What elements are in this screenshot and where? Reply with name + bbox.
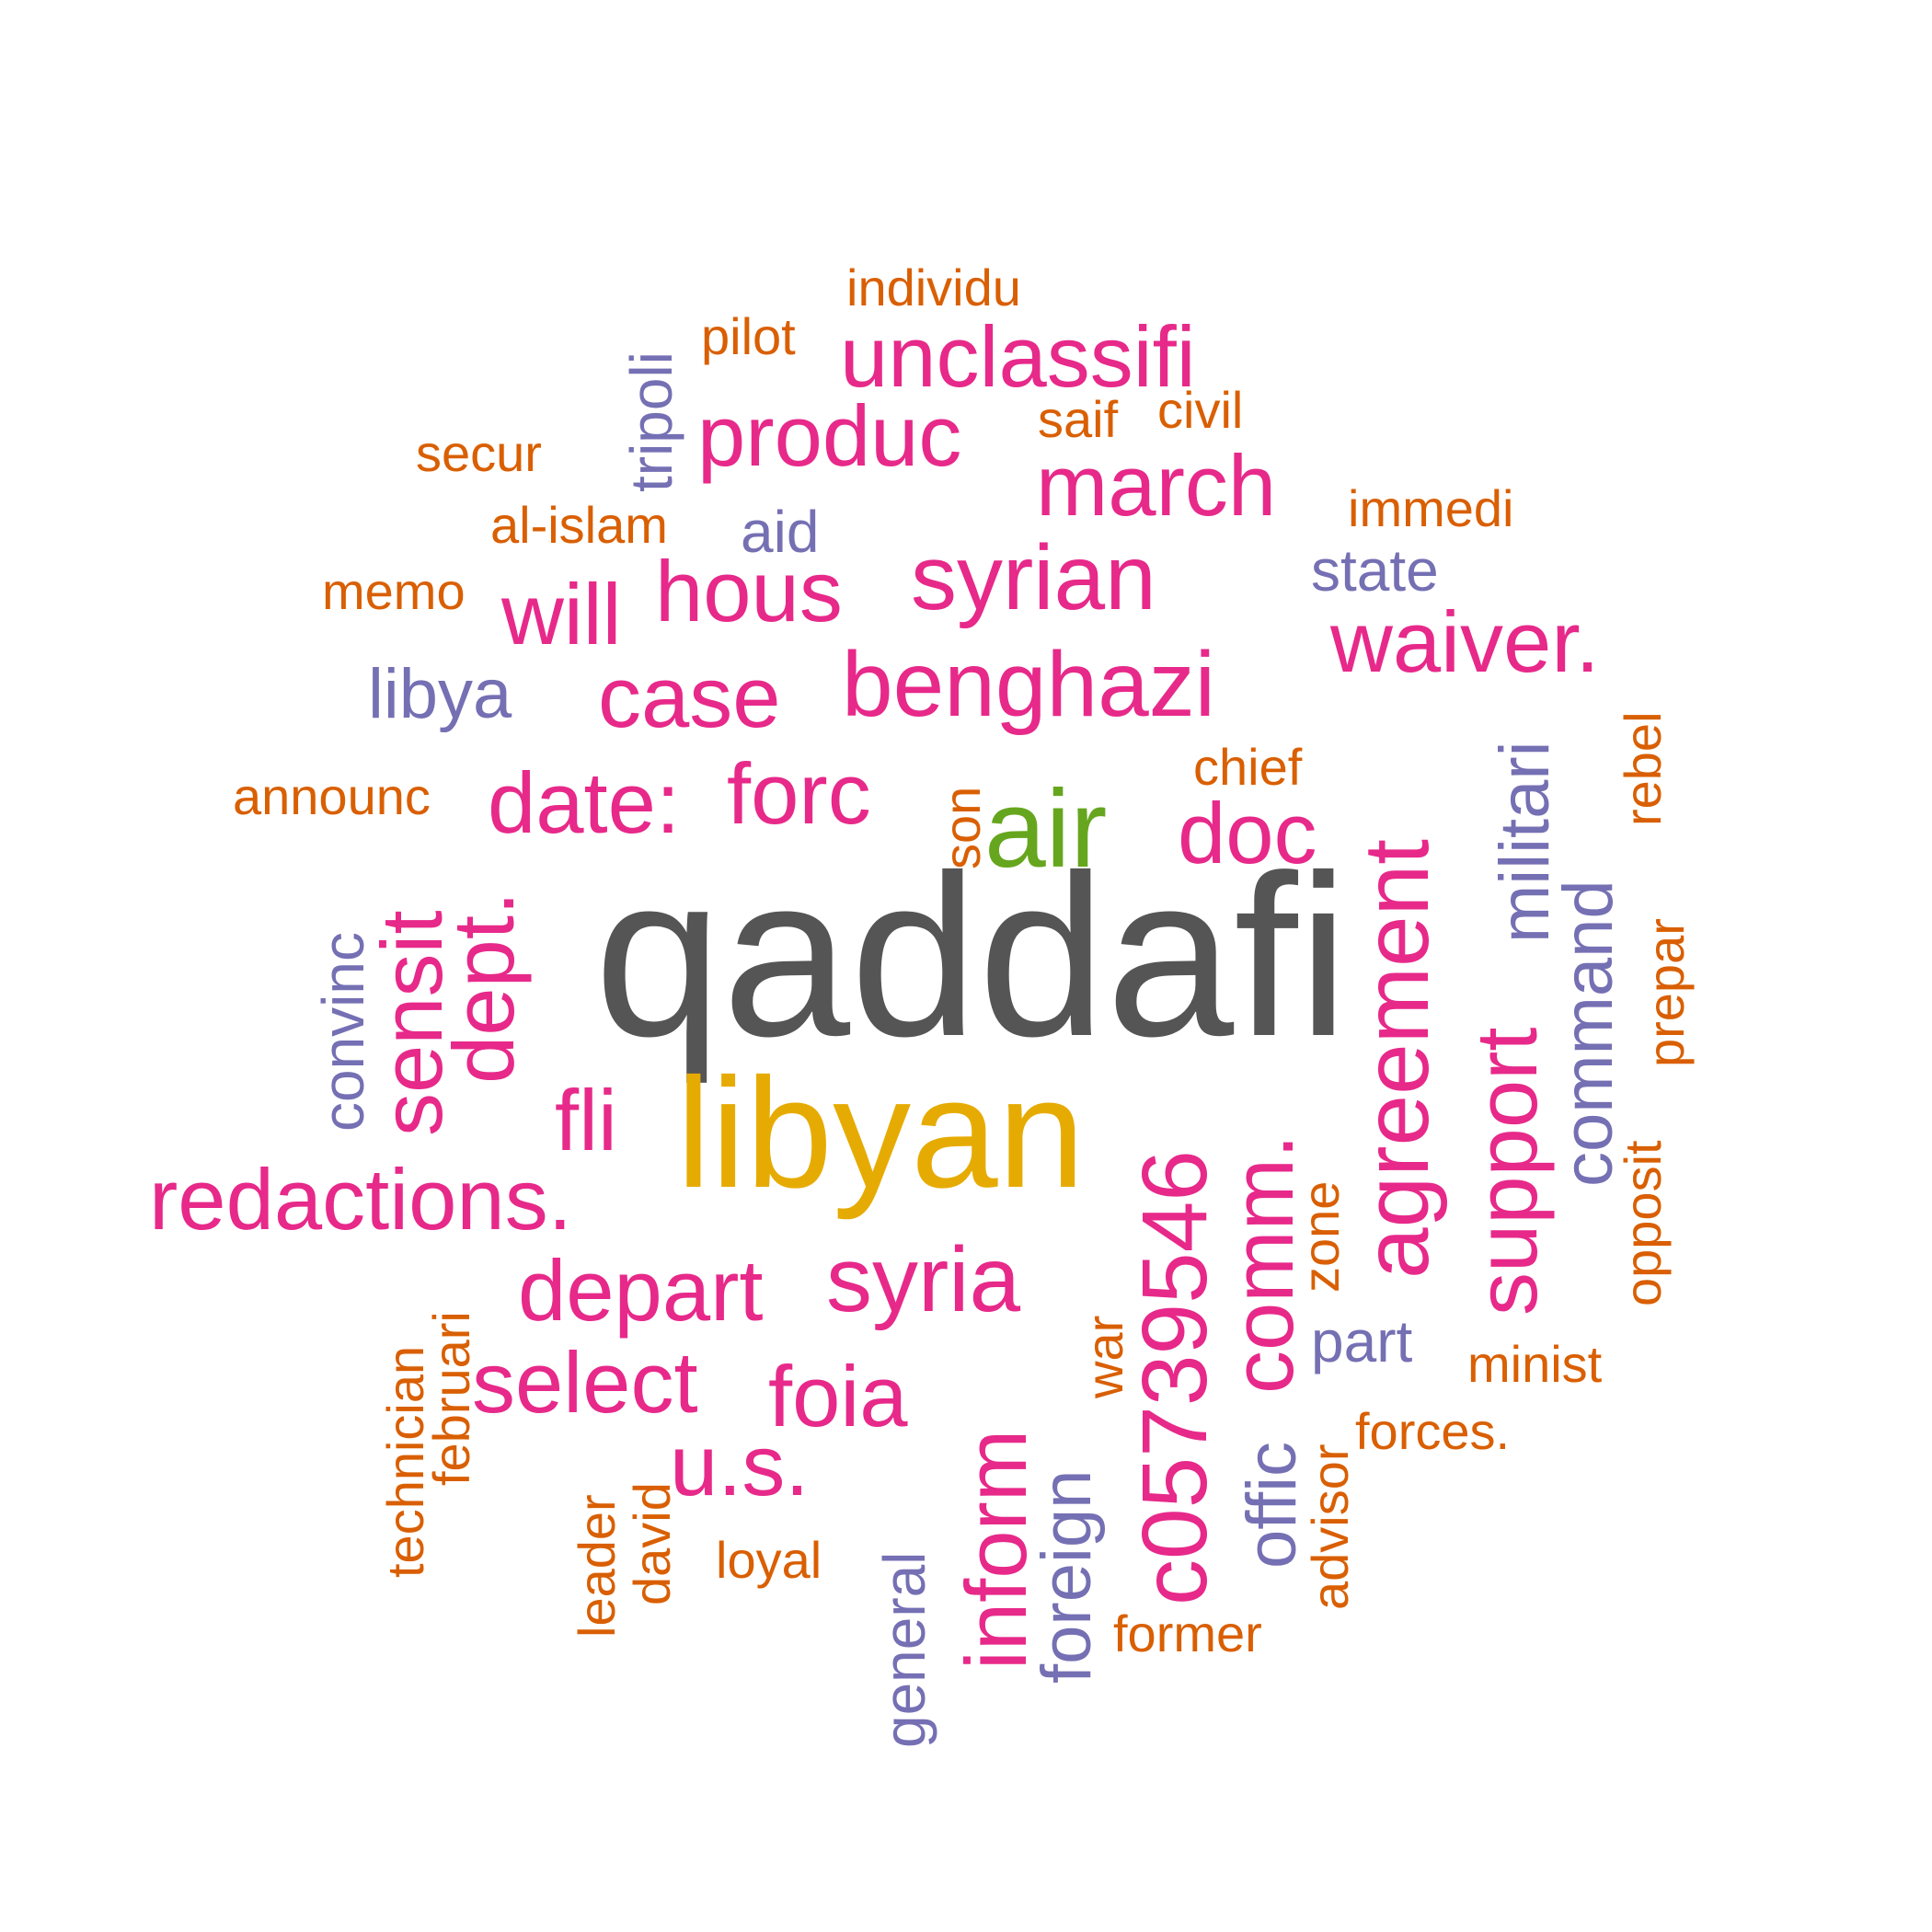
word-leader: leader	[568, 1494, 626, 1638]
word-immedi: immedi	[1348, 479, 1513, 537]
word-advisor: advisor	[1301, 1443, 1359, 1610]
word-redactions: redactions.	[149, 1151, 572, 1248]
word-select: select	[472, 1334, 698, 1431]
word-command: command	[1549, 880, 1627, 1187]
word-tripoli: tripoli	[618, 351, 684, 492]
word-loyal: loyal	[716, 1531, 822, 1589]
word-prepar: prepar	[1637, 918, 1695, 1067]
word-secur: secur	[416, 424, 542, 482]
word-announc: announc	[233, 767, 431, 825]
word-sensit: sensit	[363, 910, 460, 1136]
word-forc: forc	[727, 745, 871, 842]
word-forces: forces.	[1355, 1402, 1510, 1460]
word-individu: individu	[846, 259, 1021, 316]
word-dept: dept.	[435, 891, 532, 1084]
word-syrian: syrian	[911, 526, 1156, 629]
word-war: war	[1075, 1316, 1133, 1399]
word-foreign: foreign	[1028, 1470, 1106, 1684]
word-u-s: u.s.	[670, 1417, 810, 1513]
word-libyan: libyan	[676, 1046, 1085, 1221]
word-inform: inform	[948, 1430, 1044, 1670]
word-minist: minist	[1467, 1335, 1603, 1393]
word-hous: hous	[655, 543, 843, 639]
word-februari: februari	[422, 1311, 480, 1486]
word-case: case	[598, 649, 781, 745]
word-technician: technician	[376, 1346, 434, 1578]
word-state: state	[1311, 537, 1439, 604]
word-foia: foia	[768, 1348, 908, 1444]
word-former: former	[1113, 1604, 1262, 1662]
word-general: general	[871, 1552, 937, 1749]
word-unclassifi: unclassifi	[840, 308, 1196, 405]
word-will: will	[500, 566, 622, 662]
word-benghazi: benghazi	[842, 633, 1215, 736]
word-c05739546: c05739546	[1123, 1150, 1226, 1605]
word-march: march	[1036, 437, 1276, 534]
word-produc: produc	[697, 387, 961, 484]
word-comm: comm.	[1214, 1134, 1311, 1394]
word-support: support	[1458, 1027, 1555, 1316]
word-saif: saif	[1038, 390, 1119, 448]
word-agreement: agreement	[1345, 839, 1448, 1279]
word-part: part	[1311, 1308, 1413, 1374]
word-zone: zone	[1292, 1181, 1350, 1293]
word-depart: depart	[518, 1242, 764, 1339]
word-doc: doc	[1178, 785, 1317, 881]
word-date: date:	[488, 754, 680, 851]
word-david: david	[623, 1482, 681, 1605]
word-opposit: opposit	[1614, 1140, 1672, 1306]
word-pilot: pilot	[701, 307, 796, 365]
word-syria: syria	[826, 1228, 1021, 1331]
word-offic: offic	[1233, 1442, 1311, 1569]
word-air: air	[984, 767, 1107, 891]
word-convinc: convinc	[310, 932, 376, 1132]
word-libya: libya	[368, 655, 512, 733]
word-aid: aid	[741, 499, 819, 565]
word-chief: chief	[1193, 738, 1303, 796]
word-fli: fli	[555, 1072, 617, 1168]
word-civil: civil	[1157, 381, 1243, 439]
word-qaddafi: qaddafi	[594, 827, 1349, 1084]
word-militari: militari	[1486, 741, 1564, 943]
word-son: son	[933, 787, 991, 869]
word-al-islam: al-islam	[490, 496, 668, 554]
word-memo: memo	[322, 562, 466, 620]
word-rebel: rebel	[1614, 711, 1672, 826]
word-waiver: waiver.	[1329, 593, 1600, 690]
